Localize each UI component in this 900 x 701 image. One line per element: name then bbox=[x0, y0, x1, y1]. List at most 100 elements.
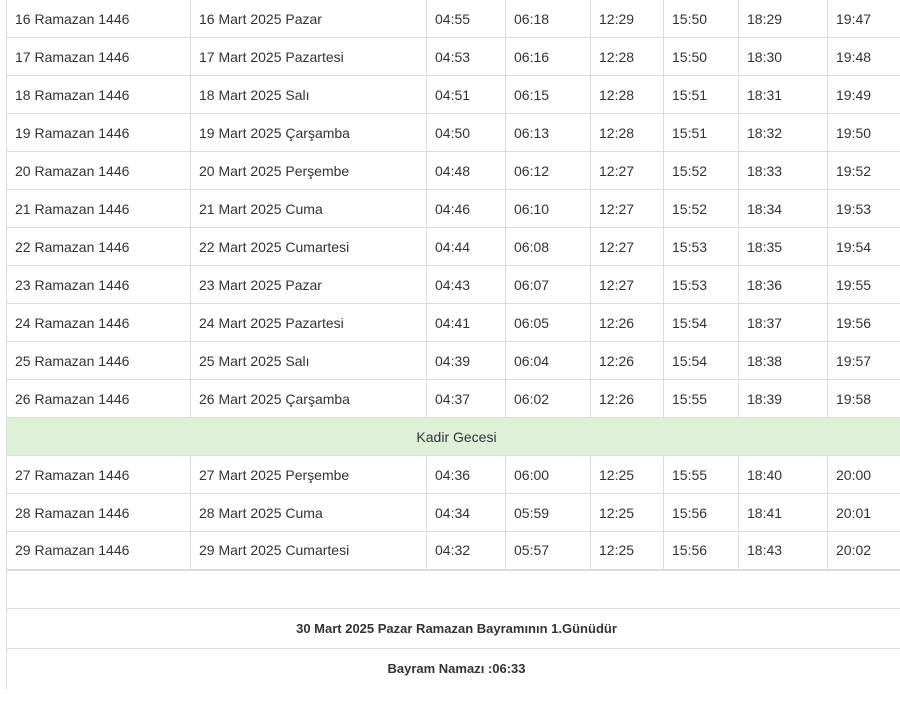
aksam-cell: 18:32 bbox=[738, 113, 828, 152]
gunes-cell: 06:00 bbox=[505, 455, 591, 494]
gunes-cell: 06:04 bbox=[505, 341, 591, 380]
aksam-cell: 18:37 bbox=[738, 303, 828, 342]
ogle-cell: 12:25 bbox=[590, 531, 664, 571]
ikindi-cell: 15:56 bbox=[663, 493, 739, 532]
date-cell: 17 Mart 2025 Pazartesi bbox=[190, 37, 427, 76]
ikindi-cell: 15:51 bbox=[663, 75, 739, 114]
imsak-cell: 04:34 bbox=[426, 493, 506, 532]
bayram-text: 30 Mart 2025 Pazar Ramazan Bayramının 1.… bbox=[6, 608, 900, 649]
aksam-cell: 18:29 bbox=[738, 0, 828, 38]
ogle-cell: 12:27 bbox=[590, 189, 664, 228]
gunes-cell: 06:10 bbox=[505, 189, 591, 228]
table-row: 17 Ramazan 1446 17 Mart 2025 Pazartesi 04:… bbox=[6, 37, 900, 76]
aksam-cell: 18:39 bbox=[738, 379, 828, 418]
aksam-cell: 18:33 bbox=[738, 151, 828, 190]
ogle-cell: 12:26 bbox=[590, 379, 664, 418]
yatsi-cell: 19:56 bbox=[827, 303, 900, 342]
yatsi-cell: 19:47 bbox=[827, 0, 900, 38]
bayram-namazi-row: Bayram Namazı :06:33 bbox=[6, 648, 900, 689]
gunes-cell: 06:05 bbox=[505, 303, 591, 342]
aksam-cell: 18:41 bbox=[738, 493, 828, 532]
gunes-cell: 05:59 bbox=[505, 493, 591, 532]
ogle-cell: 12:28 bbox=[590, 75, 664, 114]
date-cell: 28 Mart 2025 Cuma bbox=[190, 493, 427, 532]
gunes-cell: 06:02 bbox=[505, 379, 591, 418]
kadir-gecesi-row: Kadir Gecesi bbox=[6, 417, 900, 456]
yatsi-cell: 19:48 bbox=[827, 37, 900, 76]
ikindi-cell: 15:52 bbox=[663, 151, 739, 190]
hijri-cell: 21 Ramazan 1446 bbox=[6, 189, 191, 228]
imsak-cell: 04:51 bbox=[426, 75, 506, 114]
table-row: 29 Ramazan 1446 29 Mart 2025 Cumartesi 04:… bbox=[6, 531, 900, 571]
imsak-cell: 04:32 bbox=[426, 531, 506, 571]
aksam-cell: 18:38 bbox=[738, 341, 828, 380]
hijri-cell: 26 Ramazan 1446 bbox=[6, 379, 191, 418]
gunes-cell: 06:13 bbox=[505, 113, 591, 152]
yatsi-cell: 19:57 bbox=[827, 341, 900, 380]
ikindi-cell: 15:53 bbox=[663, 227, 739, 266]
ikindi-cell: 15:52 bbox=[663, 189, 739, 228]
table-row: 27 Ramazan 1446 27 Mart 2025 Perşembe 04:3… bbox=[6, 455, 900, 494]
ikindi-cell: 15:51 bbox=[663, 113, 739, 152]
hijri-cell: 20 Ramazan 1446 bbox=[6, 151, 191, 190]
date-cell: 23 Mart 2025 Pazar bbox=[190, 265, 427, 304]
gunes-cell: 06:12 bbox=[505, 151, 591, 190]
date-cell: 21 Mart 2025 Cuma bbox=[190, 189, 427, 228]
table-row: 26 Ramazan 1446 26 Mart 2025 Çarşamba 04:3… bbox=[6, 379, 900, 418]
ikindi-cell: 15:53 bbox=[663, 265, 739, 304]
hijri-cell: 29 Ramazan 1446 bbox=[6, 531, 191, 571]
date-cell: 29 Mart 2025 Cumartesi bbox=[190, 531, 427, 571]
aksam-cell: 18:40 bbox=[738, 455, 828, 494]
yatsi-cell: 19:55 bbox=[827, 265, 900, 304]
yatsi-cell: 19:58 bbox=[827, 379, 900, 418]
table-row: 21 Ramazan 1446 21 Mart 2025 Cuma 04:46 06:… bbox=[6, 189, 900, 228]
ogle-cell: 12:26 bbox=[590, 303, 664, 342]
gunes-cell: 06:16 bbox=[505, 37, 591, 76]
aksam-cell: 18:35 bbox=[738, 227, 828, 266]
gunes-cell: 05:57 bbox=[505, 531, 591, 571]
imsak-cell: 04:37 bbox=[426, 379, 506, 418]
bayram-namazi-text: Bayram Namazı :06:33 bbox=[6, 648, 900, 689]
ikindi-cell: 15:56 bbox=[663, 531, 739, 571]
ogle-cell: 12:27 bbox=[590, 151, 664, 190]
table-row: 16 Ramazan 1446 16 Mart 2025 Pazar 04:55 06… bbox=[6, 0, 900, 38]
date-cell: 22 Mart 2025 Cumartesi bbox=[190, 227, 427, 266]
table-row: 28 Ramazan 1446 28 Mart 2025 Cuma 04:34 05:… bbox=[6, 493, 900, 532]
yatsi-cell: 19:50 bbox=[827, 113, 900, 152]
table-row: 18 Ramazan 1446 18 Mart 2025 Salı 04:51 06:… bbox=[6, 75, 900, 114]
aksam-cell: 18:34 bbox=[738, 189, 828, 228]
imsak-cell: 04:46 bbox=[426, 189, 506, 228]
hijri-cell: 28 Ramazan 1446 bbox=[6, 493, 191, 532]
table-row: 20 Ramazan 1446 20 Mart 2025 Perşembe 04:4… bbox=[6, 151, 900, 190]
yatsi-cell: 20:01 bbox=[827, 493, 900, 532]
ikindi-cell: 15:50 bbox=[663, 37, 739, 76]
imsak-cell: 04:44 bbox=[426, 227, 506, 266]
table-row: 25 Ramazan 1446 25 Mart 2025 Salı 04:39 06:… bbox=[6, 341, 900, 380]
aksam-cell: 18:30 bbox=[738, 37, 828, 76]
table-row: 23 Ramazan 1446 23 Mart 2025 Pazar 04:43 06… bbox=[6, 265, 900, 304]
hijri-cell: 18 Ramazan 1446 bbox=[6, 75, 191, 114]
spacer-row bbox=[6, 569, 900, 609]
imsak-cell: 04:55 bbox=[426, 0, 506, 38]
imsak-cell: 04:36 bbox=[426, 455, 506, 494]
imsak-cell: 04:43 bbox=[426, 265, 506, 304]
ogle-cell: 12:29 bbox=[590, 0, 664, 38]
hijri-cell: 22 Ramazan 1446 bbox=[6, 227, 191, 266]
imsak-cell: 04:48 bbox=[426, 151, 506, 190]
aksam-cell: 18:31 bbox=[738, 75, 828, 114]
ikindi-cell: 15:50 bbox=[663, 0, 739, 38]
hijri-cell: 19 Ramazan 1446 bbox=[6, 113, 191, 152]
hijri-cell: 25 Ramazan 1446 bbox=[6, 341, 191, 380]
yatsi-cell: 19:49 bbox=[827, 75, 900, 114]
ikindi-cell: 15:54 bbox=[663, 303, 739, 342]
yatsi-cell: 20:00 bbox=[827, 455, 900, 494]
hijri-cell: 17 Ramazan 1446 bbox=[6, 37, 191, 76]
note-cell: Kadir Gecesi bbox=[6, 417, 900, 456]
yatsi-cell: 19:52 bbox=[827, 151, 900, 190]
hijri-cell: 16 Ramazan 1446 bbox=[6, 0, 191, 38]
ikindi-cell: 15:55 bbox=[663, 455, 739, 494]
yatsi-cell: 19:53 bbox=[827, 189, 900, 228]
imsak-cell: 04:39 bbox=[426, 341, 506, 380]
table-row: 24 Ramazan 1446 24 Mart 2025 Pazartesi 04:… bbox=[6, 303, 900, 342]
bayram-row: 30 Mart 2025 Pazar Ramazan Bayramının 1.… bbox=[6, 608, 900, 649]
